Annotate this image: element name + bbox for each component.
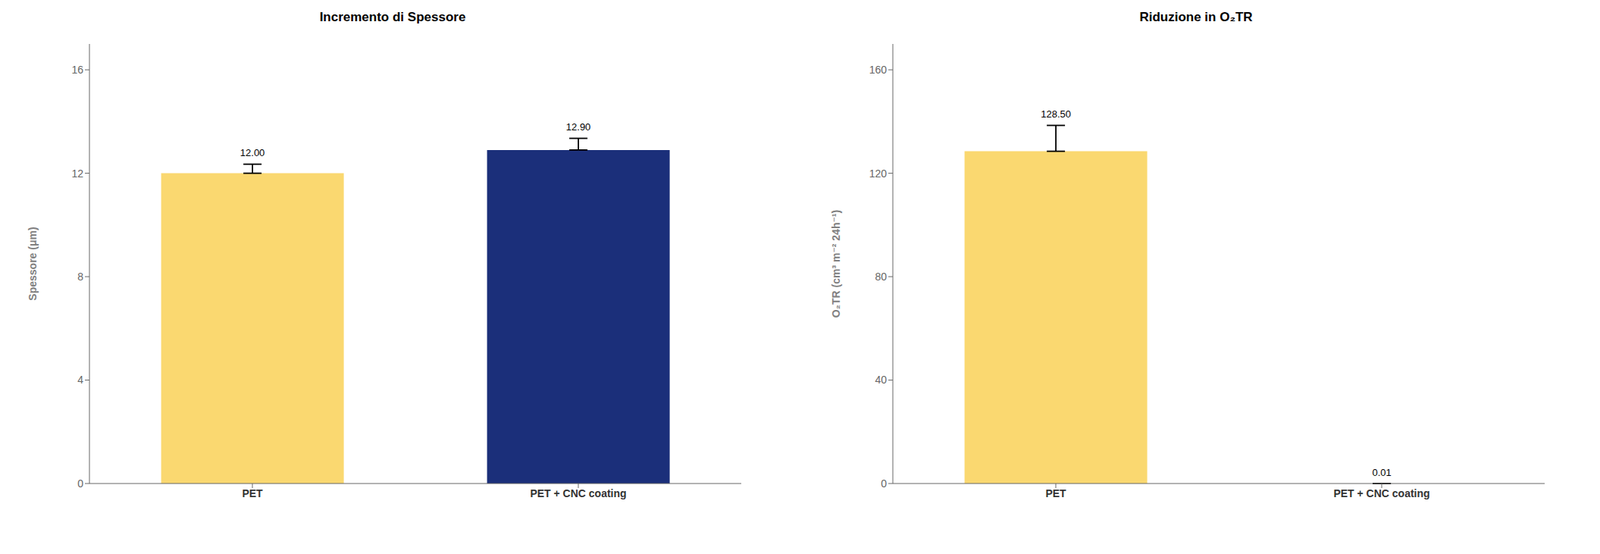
html-text:Riduzione in O₂TR: Riduzione in O₂TR [1139, 9, 1253, 25]
svg-text:Spessore (μm): Spessore (μm) [26, 226, 39, 301]
svg-text:40: 40 [874, 373, 887, 386]
svg-text:0: 0 [880, 477, 887, 490]
svg-text:PET + CNC coating: PET + CNC coating [1333, 487, 1430, 500]
svg-text:0.01: 0.01 [1371, 466, 1391, 479]
svg-text:O₂TR (cm³ m⁻² 24h⁻¹): O₂TR (cm³ m⁻² 24h⁻¹) [829, 209, 843, 318]
svg-text:12: 12 [71, 167, 84, 180]
svg-text:12.90: 12.90 [566, 121, 592, 133]
svg-text:160: 160 [869, 63, 888, 76]
svg-text:0: 0 [77, 477, 84, 490]
svg-text:12.00: 12.00 [240, 147, 266, 159]
svg-text:80: 80 [874, 270, 887, 283]
svg-text:8: 8 [77, 270, 84, 283]
svg-text:4: 4 [77, 373, 84, 386]
html-text:Incremento di Spessore: Incremento di Spessore [319, 9, 466, 25]
svg-text:16: 16 [71, 63, 84, 76]
svg-text:PET: PET [241, 487, 264, 500]
svg-text:120: 120 [869, 167, 888, 180]
svg-text:PET + CNC coating: PET + CNC coating [529, 487, 627, 500]
svg-text:128.50: 128.50 [1040, 108, 1071, 120]
svg-text:PET: PET [1045, 487, 1067, 500]
